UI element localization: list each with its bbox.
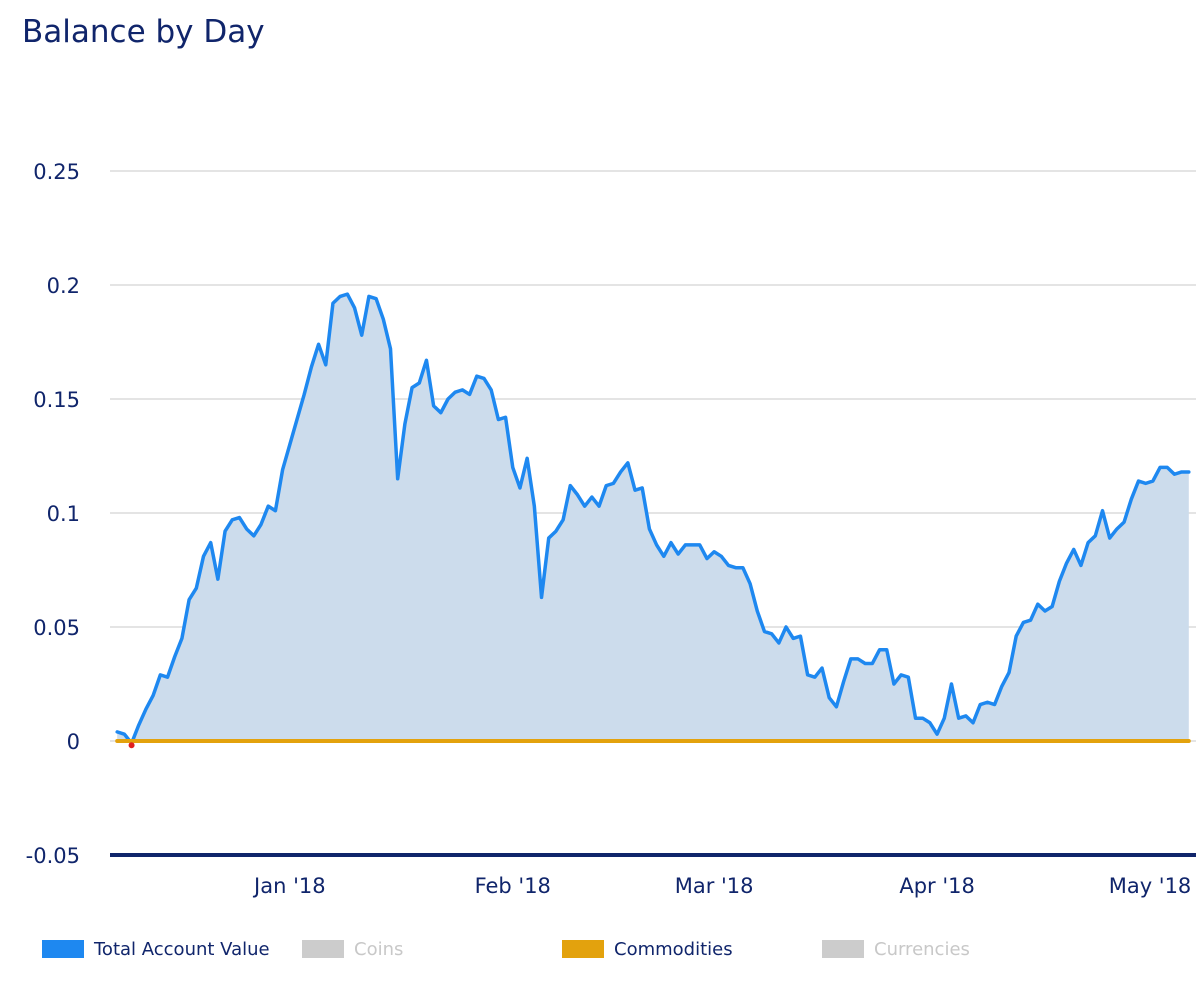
x-axis-ticks: Jan '18 Feb '18 Mar '18 Apr '18 May '18 [252,874,1191,898]
legend-item-1[interactable]: Coins [302,937,403,961]
y-tick-label: 0.2 [47,274,80,298]
x-tick-label: Jan '18 [252,874,326,898]
series-layer [115,292,1191,749]
legend-swatch [822,940,864,958]
y-tick-label: -0.05 [26,844,80,868]
chart-plot: 0.25 0.2 0.15 0.1 0.05 0 -0.05 Jan '18 Feb '18 M… [26,160,1196,898]
series-line-0[interactable] [115,292,1191,746]
x-tick-label: Mar '18 [675,874,754,898]
y-tick-label: 0.1 [47,502,80,526]
y-tick-label: 0 [67,730,80,754]
x-tick-label: May '18 [1109,874,1192,898]
legend-item-0[interactable]: Total Account Value [42,937,270,961]
x-tick-label: Apr '18 [899,874,975,898]
legend-item-3[interactable]: Currencies [822,937,970,961]
x-tick-label: Feb '18 [475,874,551,898]
legend-swatch [302,940,344,958]
y-tick-label: 0.05 [33,616,80,640]
legend: Total Account Value Coins Commodities Curre… [0,937,1200,961]
chart-title: Balance by Day [22,14,265,50]
legend-label: Commodities [614,938,733,960]
legend-item-2[interactable]: Commodities [562,937,733,961]
y-tick-label: 0.15 [33,388,80,412]
series-area-0 [117,294,1189,744]
y-tick-label: 0.25 [33,160,80,184]
legend-label: Total Account Value [94,938,270,960]
legend-swatch [562,940,604,958]
y-axis-ticks: 0.25 0.2 0.15 0.1 0.05 0 -0.05 [26,160,80,868]
legend-label: Currencies [874,938,970,960]
legend-label: Coins [354,938,404,960]
marker-0 [128,742,135,749]
legend-swatch [42,940,84,958]
